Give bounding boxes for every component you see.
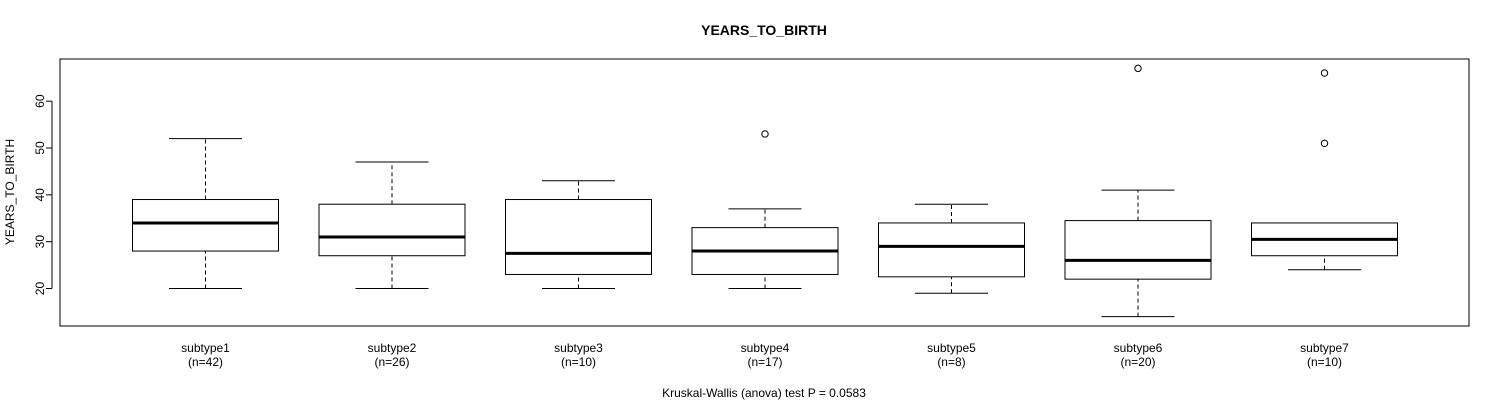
x-tick-count: (n=8) <box>937 355 965 369</box>
box-subtype1 <box>132 138 279 290</box>
outlier-point <box>1320 139 1329 148</box>
x-tick-count: (n=20) <box>1120 355 1155 369</box>
x-tick-label: subtype6 <box>1114 341 1163 355</box>
outlier-point <box>761 130 769 138</box>
x-tick-label: subtype2 <box>368 341 417 355</box>
box-subtype4 <box>691 130 839 290</box>
box-subtype5 <box>878 203 1025 294</box>
y-axis: 20 30 40 50 60 <box>33 94 53 296</box>
x-tick-count: (n=10) <box>1307 355 1342 369</box>
x-tick-label: subtype7 <box>1300 341 1349 355</box>
y-tick-label: 50 <box>33 141 47 155</box>
iqr-box <box>132 199 279 252</box>
y-tick-label: 30 <box>33 235 47 249</box>
x-tick-count: (n=42) <box>188 355 223 369</box>
x-tick-count: (n=26) <box>374 355 409 369</box>
box-subtype3 <box>505 180 652 290</box>
y-tick-label: 60 <box>33 94 47 108</box>
iqr-box <box>318 203 466 257</box>
x-axis-labels: subtype1(n=42)subtype2(n=26)subtype3(n=1… <box>181 341 1349 369</box>
iqr-box <box>878 222 1025 278</box>
box-subtype6 <box>1064 64 1212 318</box>
box-subtype2 <box>318 161 466 290</box>
outlier-point <box>1320 69 1329 77</box>
boxes-group <box>132 64 1398 318</box>
y-axis-label: YEARS_TO_BIRTH <box>3 139 17 245</box>
iqr-box <box>1064 220 1212 280</box>
outlier-point <box>1134 64 1142 73</box>
y-tick-label: 40 <box>33 188 47 202</box>
x-tick-count: (n=17) <box>747 355 782 369</box>
x-tick-label: subtype1 <box>181 341 230 355</box>
chart-title: YEARS_TO_BIRTH <box>701 22 827 38</box>
plot-frame <box>59 58 1470 327</box>
box-subtype7 <box>1251 69 1398 271</box>
x-tick-label: subtype5 <box>927 341 976 355</box>
iqr-box <box>505 199 652 275</box>
y-tick-label: 20 <box>33 282 47 296</box>
x-axis-label: Kruskal-Wallis (anova) test P = 0.0583 <box>662 386 866 400</box>
x-tick-label: subtype4 <box>741 341 790 355</box>
x-tick-label: subtype3 <box>554 341 603 355</box>
x-tick-count: (n=10) <box>561 355 596 369</box>
